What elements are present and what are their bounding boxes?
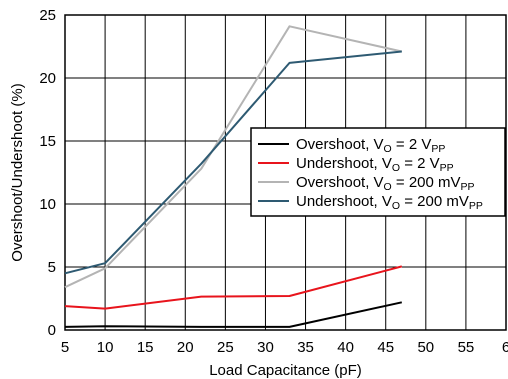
y-tick-label: 15 [39,133,56,150]
x-tick-label: 25 [217,339,234,356]
y-tick-label: 0 [48,322,56,339]
x-axis-label: Load Capacitance (pF) [209,362,362,379]
legend-subscript: O [392,200,400,212]
x-tick-label: 35 [297,339,314,356]
legend-text-part: = 2 V [400,155,440,172]
x-tick-label: 45 [377,339,394,356]
legend-text-part: Overshoot, V [296,174,384,191]
legend-text-part: Undershoot, V [296,155,392,172]
y-tick-label: 10 [39,196,56,213]
x-tick-label: 55 [458,339,475,356]
legend-subscript: PP [440,162,454,174]
legend-text-part: Overshoot, V [296,136,384,153]
x-tick-label: 15 [137,339,154,356]
x-tick-label: 10 [97,339,114,356]
legend-label: Overshoot, VO = 2 VPP [296,136,445,155]
series-line [64,301,403,328]
legend-subscript: O [392,162,400,174]
x-tick-label: 40 [337,339,354,356]
legend-text-part: = 200 mV [392,174,461,191]
y-axis-label: Overshoot/Undershoot (%) [9,83,26,261]
legend-text-part: = 2 V [392,136,432,153]
legend-text-part: Undershoot, V [296,193,392,210]
legend-subscript: O [384,143,392,155]
y-tick-label: 20 [39,70,56,87]
y-tick-label: 25 [39,7,56,24]
x-tick-label: 30 [257,339,274,356]
x-tick-labels: 5 10 15 20 25 30 35 40 45 50 55 6 [61,339,508,356]
legend-label: Overshoot, VO = 200 mVPP [296,174,475,193]
series-line [64,25,403,289]
legend-subscript: PP [431,143,445,155]
series-lines [64,25,403,328]
legend-label: Undershoot, VO = 200 mVPP [296,193,483,212]
legend-text-part: = 200 mV [400,193,469,210]
y-tick-label: 5 [48,259,56,276]
y-tick-labels: 0 5 10 15 20 25 [39,7,56,339]
x-tick-label: 6 [502,339,508,356]
legend-subscript: PP [461,181,475,193]
x-tick-label: 5 [61,339,69,356]
plot-frame [64,14,507,331]
x-tick-label: 20 [177,339,194,356]
legend-box [250,127,506,217]
series-line [64,50,402,275]
x-tick-label: 50 [417,339,434,356]
legend-subscript: PP [469,200,483,212]
legend-label: Undershoot, VO = 2 VPP [296,155,454,174]
series-line [64,265,403,310]
legend-subscript: O [384,181,392,193]
